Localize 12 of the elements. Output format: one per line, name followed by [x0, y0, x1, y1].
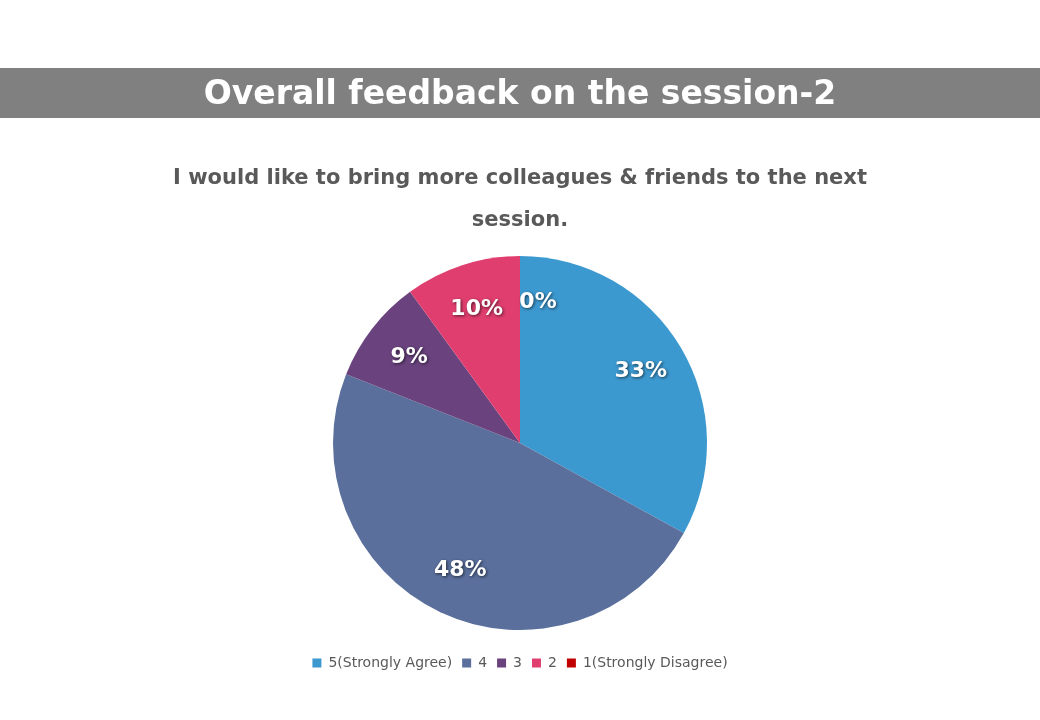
legend-label: 1(Strongly Disagree) [582, 653, 728, 670]
chart-title: Overall feedback on the session-2 [0, 68, 1040, 118]
chart-subtitle: I would like to bring more colleagues & friends to the next session. [172, 164, 868, 233]
legend-label: 3 [513, 653, 522, 670]
legend-label: 4 [478, 653, 488, 670]
legend-label: 2 [547, 653, 557, 670]
data-label: 33% [614, 357, 668, 383]
data-label: 10% [450, 295, 503, 321]
legend-label: 5(Strongly Agree) [328, 653, 453, 670]
data-label: 48% [433, 555, 487, 581]
text: 0% [519, 288, 557, 314]
data-label: 9% [390, 342, 428, 368]
